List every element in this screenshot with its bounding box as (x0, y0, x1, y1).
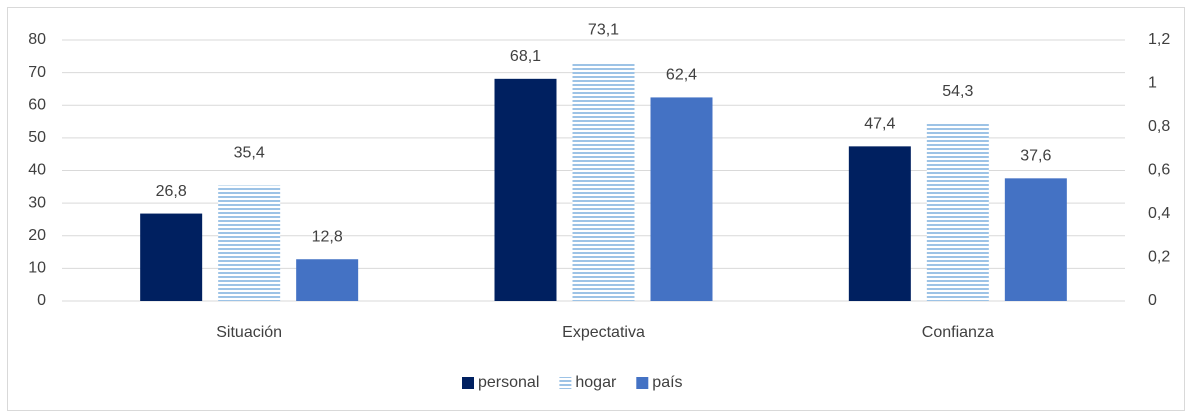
bar (650, 97, 713, 301)
bar (926, 123, 989, 301)
bar (218, 185, 281, 301)
y2-tick-label: 0,2 (1148, 249, 1170, 266)
data-label: 37,6 (1020, 148, 1051, 165)
y-tick-label: 70 (28, 64, 46, 81)
data-label: 73,1 (588, 22, 619, 39)
y2-tick-label: 1,2 (1148, 31, 1170, 48)
legend-label: país (652, 374, 682, 391)
legend-label: personal (478, 374, 539, 391)
x-tick-label: Expectativa (562, 324, 645, 341)
legend-swatch (462, 377, 474, 389)
data-label: 62,4 (666, 67, 697, 84)
y2-tick-label: 0 (1148, 292, 1157, 309)
y2-tick-label: 1 (1148, 75, 1157, 92)
y-tick-label: 10 (28, 260, 46, 277)
y2-tick-label: 0,4 (1148, 205, 1170, 222)
x-tick-label: Situación (216, 324, 282, 341)
y-tick-label: 30 (28, 194, 46, 211)
data-label: 26,8 (156, 183, 187, 200)
bar (494, 78, 557, 301)
y2-tick-label: 0,6 (1148, 162, 1170, 179)
legend-swatch (559, 377, 572, 389)
data-label: 68,1 (510, 48, 541, 65)
legend-swatch (636, 377, 649, 389)
legend-label: hogar (575, 374, 617, 391)
y2-tick-label: 0,8 (1148, 118, 1170, 135)
bar (848, 146, 911, 301)
x-tick-label: Confianza (922, 324, 994, 341)
y-tick-label: 0 (37, 292, 46, 309)
bar (296, 259, 359, 301)
y-tick-label: 40 (28, 162, 46, 179)
data-label: 35,4 (234, 145, 265, 162)
bar (1004, 178, 1067, 301)
y-tick-label: 20 (28, 227, 46, 244)
y-tick-label: 60 (28, 96, 46, 113)
data-label: 12,8 (312, 228, 343, 245)
data-label: 54,3 (942, 83, 973, 100)
y-tick-label: 80 (28, 31, 46, 48)
data-label: 47,4 (864, 116, 895, 133)
bar (572, 62, 635, 302)
bar (140, 213, 203, 301)
y-tick-label: 50 (28, 129, 46, 146)
